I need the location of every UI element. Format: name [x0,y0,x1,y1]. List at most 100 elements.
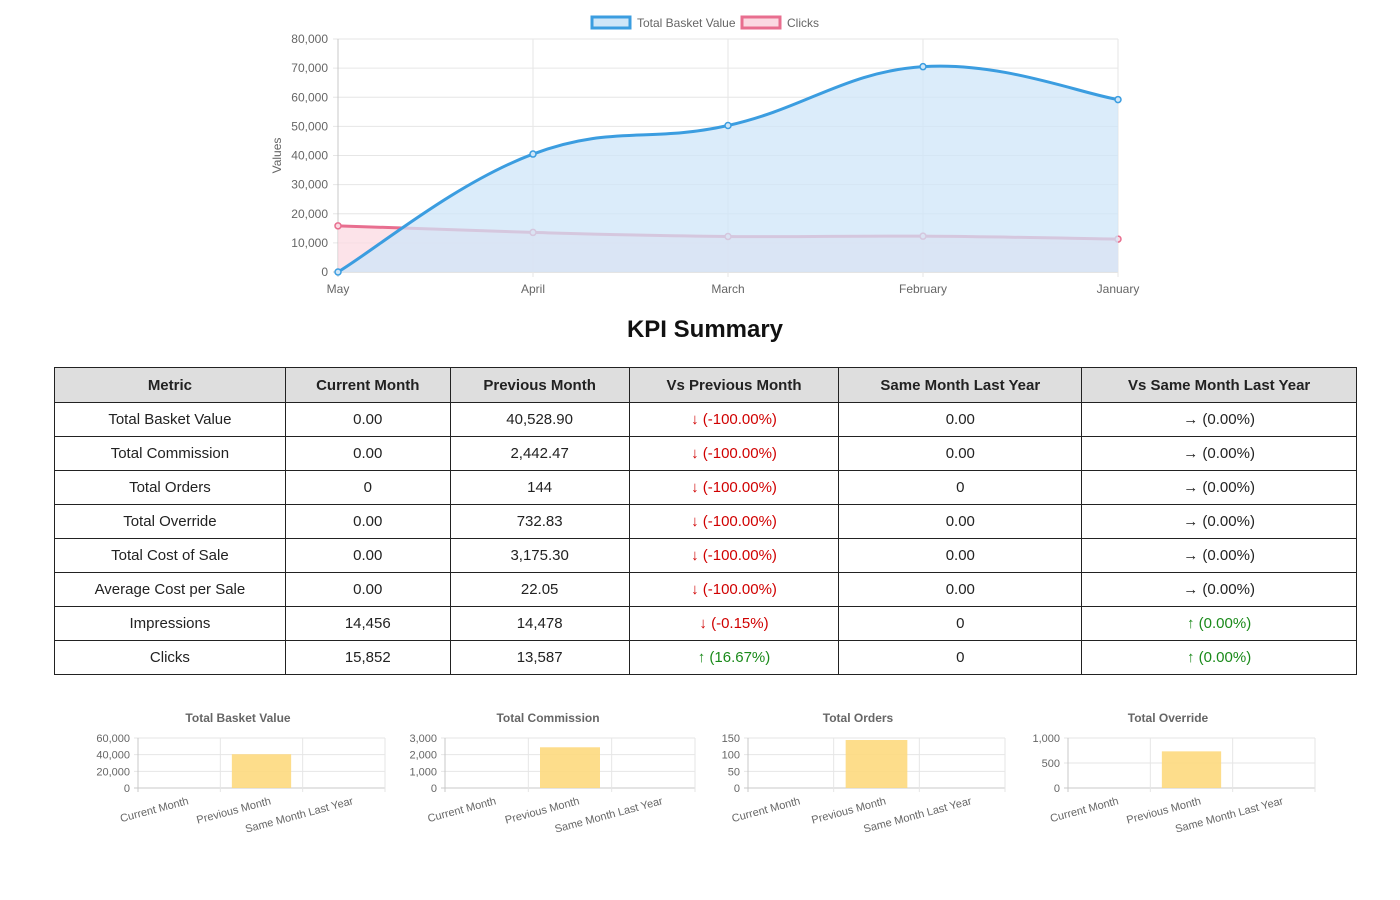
x-tick-label: February [899,282,947,296]
current-month-cell: 0.00 [284,572,451,607]
y-tick-label: 20,000 [291,207,328,221]
y-tick-label: 60,000 [291,90,328,104]
metric-cell: Average Cost per Sale [54,572,286,607]
kpi-row: Total Override 0.00 732.83 ↓ (-100.00%) 0.00… [54,504,1357,539]
vs-same-month-last-year-cell: ↑ (0.00%) [1081,640,1357,675]
vs-same-month-last-year-cell: → (0.00%) [1081,470,1357,505]
kpi-row: Total Cost of Sale 0.00 3,175.30 ↓ (-100.00… [54,538,1357,573]
legend-label-total-basket-value: Total Basket Value [637,16,736,30]
current-month-cell: 0.00 [284,504,451,539]
y-axis-label: Values [270,138,284,174]
mini-y-tick-label: 20,000 [96,766,130,778]
header-vs-previous-month: Vs Previous Month [628,367,840,403]
mini-y-tick-label: 60,000 [96,733,130,745]
previous-month-cell: 2,442.47 [449,436,630,471]
vs-previous-month-cell: ↓ (-100.00%) [628,436,840,471]
same-month-last-year-cell: 0.00 [838,572,1083,607]
header-same-month-last-year: Same Month Last Year [838,367,1083,403]
previous-month-cell: 40,528.90 [449,402,630,437]
same-month-last-year-cell: 0 [838,606,1083,641]
mini-y-tick-label: 3,000 [409,733,437,745]
previous-month-cell: 144 [449,470,630,505]
kpi-row: Total Orders 0 144 ↓ (-100.00%) 0 → (0.00%) [54,470,1357,505]
mini-bar-chart-total-commission: Total Commission 0 1,000 2,000 3,000 Current … [409,711,696,836]
mini-bar [845,740,908,788]
main-line-chart: 0 10,000 20,000 30,000 40,000 50,000 60,000 70,… [270,15,1140,296]
x-tick-label: March [711,282,744,296]
y-tick-label: 0 [321,265,328,279]
y-tick-label: 70,000 [291,61,328,75]
vs-previous-month-cell: ↓ (-0.15%) [628,606,840,641]
metric-cell: Total Basket Value [54,402,286,437]
kpi-summary-table: Metric Current Month Previous Month Vs P… [54,367,1357,675]
basket-value-series-point [529,150,537,158]
current-month-cell: 15,852 [284,640,451,675]
y-tick-label: 80,000 [291,32,328,46]
mini-y-tick-label: 150 [722,733,740,745]
y-tick-label: 40,000 [291,149,328,163]
current-month-cell: 0.00 [284,436,451,471]
y-tick-label: 30,000 [291,178,328,192]
same-month-last-year-cell: 0 [838,640,1083,675]
vs-same-month-last-year-cell: ↑ (0.00%) [1081,606,1357,641]
basket-value-series-point [334,268,342,276]
x-tick-label: January [1097,282,1140,296]
header-previous-month: Previous Month [449,367,630,403]
same-month-last-year-cell: 0.00 [838,504,1083,539]
kpi-summary-title: KPI Summary [626,316,784,343]
kpi-row: Impressions 14,456 14,478 ↓ (-0.15%) 0 ↑ (0.0… [54,606,1357,641]
basket-value-series-point [919,62,927,71]
mini-y-tick-label: 0 [124,783,130,795]
kpi-row: Average Cost per Sale 0.00 22.05 ↓ (-100.00… [54,572,1357,607]
basket-value-series-point [1114,95,1122,104]
mini-chart-title: Total Override [1128,711,1209,725]
mini-y-tick-label: 40,000 [96,750,130,762]
y-tick-label: 50,000 [291,119,328,133]
vs-same-month-last-year-cell: → (0.00%) [1081,402,1357,437]
current-month-cell: 0 [284,470,451,505]
metric-cell: Total Orders [54,470,286,505]
mini-y-tick-label: 0 [734,783,740,795]
kpi-row: Total Basket Value 0.00 40,528.90 ↓ (-100.0… [54,402,1357,437]
same-month-last-year-cell: 0.00 [838,402,1083,437]
header-metric: Metric [54,367,286,403]
kpi-row: Total Commission 0.00 2,442.47 ↓ (-100.00%)… [54,436,1357,471]
mini-y-tick-label: 0 [1054,783,1060,795]
vs-previous-month-cell: ↓ (-100.00%) [628,402,840,437]
previous-month-cell: 22.05 [449,572,630,607]
mini-chart-title: Total Commission [496,711,599,725]
metric-cell: Impressions [54,606,286,641]
mini-x-tick-label: Current Month [1049,795,1120,825]
vs-previous-month-cell: ↓ (-100.00%) [628,504,840,539]
previous-month-cell: 14,478 [449,606,630,641]
mini-y-tick-label: 500 [1042,758,1060,770]
mini-chart-title: Total Basket Value [185,711,290,725]
mini-chart-title: Total Orders [823,711,894,725]
metric-cell: Clicks [54,640,286,675]
mini-x-tick-label: Current Month [731,795,802,825]
mini-bar [231,754,292,788]
mini-y-tick-label: 100 [722,750,740,762]
metric-cell: Total Commission [54,436,286,471]
vs-same-month-last-year-cell: → (0.00%) [1081,436,1357,471]
metric-cell: Total Override [54,504,286,539]
previous-month-cell: 3,175.30 [449,538,630,573]
mini-bar-chart-total-basket-value: Total Basket Value 0 20,000 40,000 60,000 Cur… [96,711,386,836]
mini-y-tick-label: 1,000 [409,766,437,778]
previous-month-cell: 732.83 [449,504,630,539]
legend-swatch-clicks [740,15,782,30]
same-month-last-year-cell: 0.00 [838,436,1083,471]
vs-same-month-last-year-cell: → (0.00%) [1081,504,1357,539]
basket-value-series-point [724,121,732,130]
vs-same-month-last-year-cell: → (0.00%) [1081,572,1357,607]
legend-swatch-total-basket-value [590,15,632,30]
header-vs-same-month-last-year: Vs Same Month Last Year [1081,367,1357,403]
current-month-cell: 0.00 [284,402,451,437]
mini-y-tick-label: 2,000 [409,750,437,762]
same-month-last-year-cell: 0 [838,470,1083,505]
mini-y-tick-label: 1,000 [1032,733,1060,745]
metric-cell: Total Cost of Sale [54,538,286,573]
header-current-month: Current Month [284,367,451,403]
